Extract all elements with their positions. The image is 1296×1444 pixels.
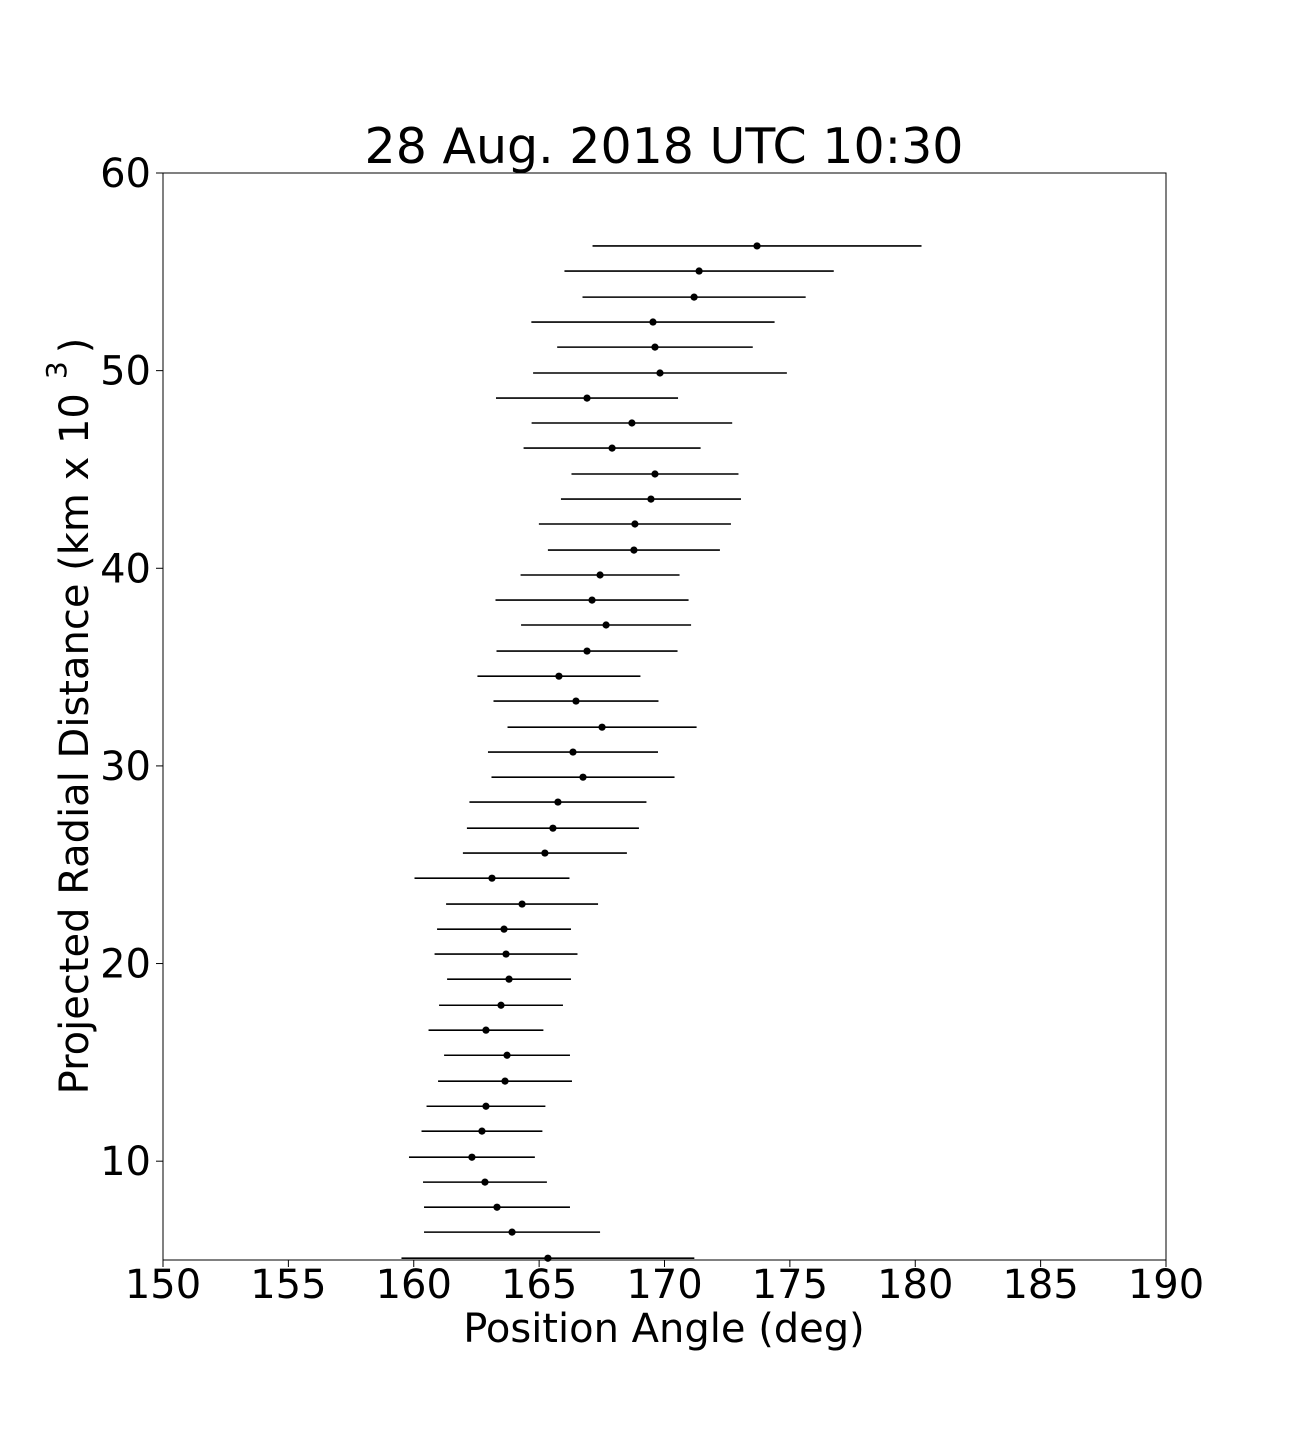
- data-point: [508, 1228, 516, 1236]
- y-label-suffix: ): [52, 338, 98, 354]
- data-point: [569, 748, 577, 756]
- y-tick-label: 10: [100, 1139, 151, 1185]
- data-point: [628, 419, 636, 427]
- x-tick-label: 185: [1002, 1262, 1078, 1308]
- data-point: [630, 546, 638, 554]
- data-point: [753, 242, 761, 250]
- data-point: [649, 318, 657, 326]
- chart-title: 28 Aug. 2018 UTC 10:30: [365, 118, 964, 175]
- data-point: [651, 343, 659, 351]
- data-point: [602, 621, 610, 629]
- data-point: [690, 293, 698, 301]
- x-tick-label: 180: [877, 1262, 953, 1308]
- data-point: [541, 849, 549, 857]
- data-point: [608, 444, 616, 452]
- y-axis-label: Projected Radial Distance (km x 10 3): [40, 338, 98, 1095]
- x-tick-label: 160: [376, 1262, 452, 1308]
- data-point: [501, 1077, 509, 1085]
- x-tick-label: 155: [250, 1262, 326, 1308]
- data-point: [518, 900, 526, 908]
- data-point: [493, 1203, 501, 1211]
- data-point: [555, 672, 563, 680]
- data-point: [481, 1178, 489, 1186]
- data-point: [482, 1026, 490, 1034]
- data-point: [482, 1102, 490, 1110]
- x-tick-label: 190: [1128, 1262, 1204, 1308]
- data-point: [488, 874, 496, 882]
- plot-frame: [162, 172, 1167, 1261]
- data-point: [478, 1127, 486, 1135]
- y-label-text: Projected Radial Distance (km x 10: [52, 393, 98, 1094]
- data-point: [502, 950, 510, 958]
- data-point: [596, 571, 604, 579]
- data-point: [598, 723, 606, 731]
- x-axis-label: Position Angle (deg): [463, 1306, 865, 1352]
- x-tick-label: 170: [626, 1262, 702, 1308]
- y-tick-label: 40: [100, 546, 151, 592]
- data-point: [572, 697, 580, 705]
- data-point: [651, 470, 659, 478]
- y-label-superscript: 3: [40, 361, 73, 379]
- data-point: [505, 975, 513, 983]
- data-point: [503, 1051, 511, 1059]
- data-point: [647, 495, 655, 503]
- data-point: [544, 1254, 552, 1262]
- data-point: [588, 596, 596, 604]
- y-tick-label: 20: [100, 942, 151, 988]
- data-point: [583, 647, 591, 655]
- data-point: [500, 925, 508, 933]
- data-point: [554, 798, 562, 806]
- x-tick-label: 165: [501, 1262, 577, 1308]
- y-tick-label: 50: [100, 349, 151, 395]
- data-point: [468, 1153, 476, 1161]
- y-tick-label: 60: [100, 151, 151, 197]
- x-tick-label: 175: [752, 1262, 828, 1308]
- data-point: [656, 369, 664, 377]
- data-point: [583, 394, 591, 402]
- y-tick-label: 30: [100, 744, 151, 790]
- data-point: [497, 1001, 505, 1009]
- data-point: [579, 773, 587, 781]
- data-point: [631, 520, 639, 528]
- data-point: [549, 824, 557, 832]
- x-tick-label: 150: [125, 1262, 201, 1308]
- data-point: [695, 267, 703, 275]
